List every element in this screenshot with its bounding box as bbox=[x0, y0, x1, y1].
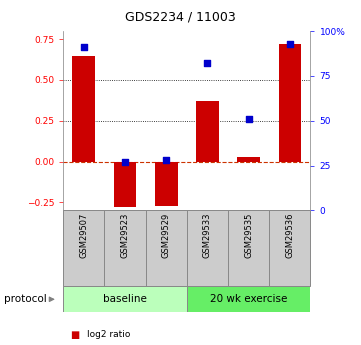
Bar bbox=[269, 210, 310, 286]
Bar bbox=[73, 56, 95, 161]
Bar bbox=[196, 101, 219, 161]
Point bbox=[122, 159, 128, 165]
Text: ■: ■ bbox=[70, 330, 80, 339]
Point bbox=[246, 116, 252, 122]
Bar bbox=[237, 157, 260, 161]
Text: GSM29523: GSM29523 bbox=[121, 213, 130, 258]
Bar bbox=[279, 44, 301, 161]
Text: GSM29536: GSM29536 bbox=[285, 213, 294, 258]
Text: GSM29533: GSM29533 bbox=[203, 213, 212, 258]
Bar bbox=[145, 210, 187, 286]
Bar bbox=[187, 286, 310, 312]
Point bbox=[163, 157, 169, 163]
Bar bbox=[228, 210, 269, 286]
Bar bbox=[63, 210, 104, 286]
Text: protocol: protocol bbox=[4, 294, 46, 304]
Text: GSM29507: GSM29507 bbox=[79, 213, 88, 258]
Point bbox=[287, 41, 293, 46]
Text: GSM29535: GSM29535 bbox=[244, 213, 253, 258]
Bar bbox=[104, 210, 145, 286]
Text: baseline: baseline bbox=[103, 294, 147, 304]
Bar bbox=[155, 161, 178, 206]
Text: 20 wk exercise: 20 wk exercise bbox=[210, 294, 287, 304]
Text: GDS2234 / 11003: GDS2234 / 11003 bbox=[125, 10, 236, 23]
Point bbox=[205, 61, 210, 66]
Text: GSM29529: GSM29529 bbox=[162, 213, 171, 258]
Bar bbox=[63, 286, 187, 312]
Bar bbox=[187, 210, 228, 286]
Bar bbox=[114, 161, 136, 207]
Text: log2 ratio: log2 ratio bbox=[87, 330, 130, 339]
Point bbox=[81, 45, 87, 50]
